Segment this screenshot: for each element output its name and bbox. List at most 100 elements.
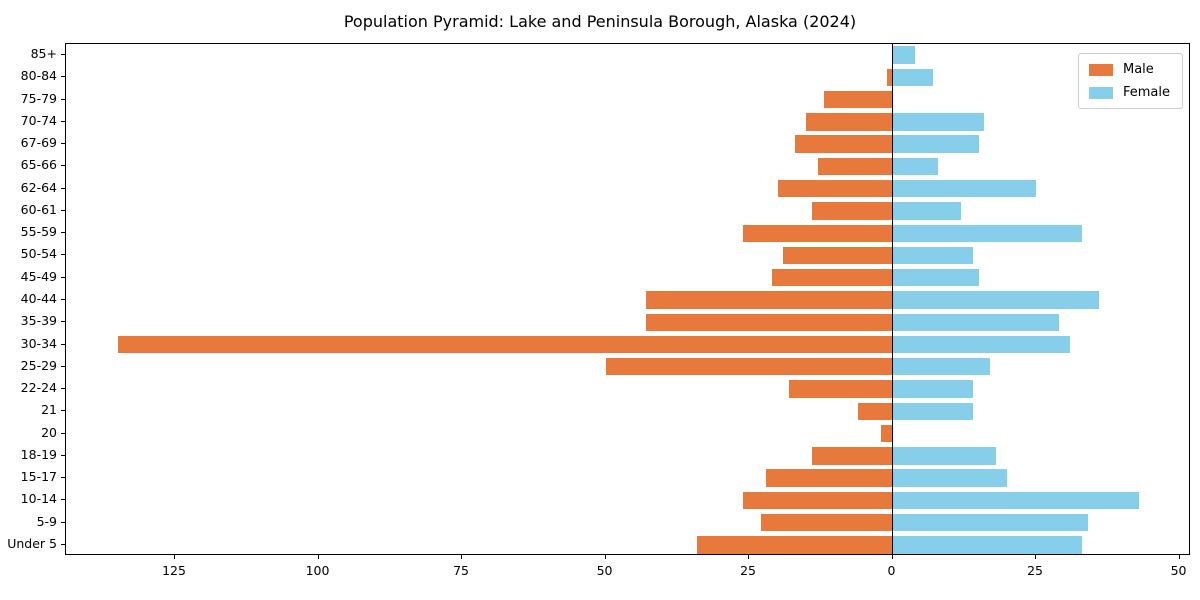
y-tick-mark: [61, 54, 65, 56]
y-tick-mark: [61, 98, 65, 100]
x-tick-label: 25: [740, 563, 756, 578]
x-tick-mark: [1035, 555, 1037, 559]
female-legend-swatch: [1088, 86, 1113, 99]
male-legend-swatch: [1088, 63, 1113, 76]
y-tick-label: 20: [41, 424, 57, 440]
female-bar: [892, 402, 973, 420]
y-tick-label: 70-74: [20, 112, 57, 128]
y-tick-mark: [61, 276, 65, 278]
y-tick-mark: [61, 187, 65, 189]
plot-area: Male Female: [65, 43, 1190, 555]
y-tick-label: 60-61: [20, 201, 57, 217]
y-tick-label: Under 5: [7, 535, 57, 551]
y-tick-label: 30-34: [20, 335, 57, 351]
y-tick-label: 67-69: [20, 135, 57, 151]
female-bar: [892, 157, 939, 176]
female-bar: [892, 269, 979, 287]
x-tick-mark: [174, 555, 176, 559]
y-tick-mark: [61, 543, 65, 545]
male-bar: [812, 447, 893, 465]
female-bar: [892, 358, 991, 376]
y-tick-label: 22-24: [20, 380, 57, 396]
x-tick-mark: [748, 555, 750, 559]
chart-title: Population Pyramid: Lake and Peninsula B…: [343, 12, 857, 31]
y-tick-label: 15-17: [20, 469, 57, 485]
x-tick-mark: [461, 555, 463, 559]
female-bar: [892, 180, 1036, 198]
x-tick-label: 50: [1170, 563, 1187, 578]
x-tick-mark: [317, 555, 319, 559]
x-tick-label: 125: [162, 563, 186, 578]
legend: Male Female: [1077, 53, 1183, 109]
male-bar: [766, 469, 893, 487]
male-bar: [771, 269, 893, 287]
legend-item-female: Female: [1088, 85, 1170, 100]
y-tick-label: 45-49: [20, 268, 57, 284]
y-tick-mark: [61, 232, 65, 234]
male-bar: [760, 513, 893, 532]
male-legend-label: Male: [1122, 62, 1154, 77]
female-bar: [892, 335, 1071, 354]
male-bar: [812, 202, 893, 220]
female-bar: [892, 313, 1059, 331]
y-tick-mark: [61, 299, 65, 300]
y-tick-label: 21: [41, 402, 57, 418]
y-tick-label: 35-39: [20, 313, 57, 329]
female-bar: [892, 513, 1088, 532]
y-tick-mark: [61, 165, 65, 167]
female-bar: [892, 246, 973, 265]
x-tick-label: 50: [596, 563, 613, 578]
zero-axis-line: [891, 44, 894, 554]
y-tick-label: 25-29: [20, 357, 57, 373]
y-tick-mark: [61, 209, 65, 211]
y-tick-mark: [61, 365, 65, 367]
y-tick-label: 75-79: [20, 90, 57, 106]
x-tick-label: 75: [453, 563, 469, 578]
female-bar: [892, 469, 1008, 487]
legend-item-male: Male: [1088, 62, 1170, 77]
male-bar: [881, 424, 893, 443]
y-tick-label: 40-44: [20, 291, 57, 306]
y-tick-mark: [61, 388, 65, 390]
y-tick-mark: [61, 343, 65, 345]
female-bar: [892, 68, 933, 87]
male-bar: [645, 291, 893, 309]
male-bar: [697, 536, 893, 554]
male-bar: [777, 180, 893, 198]
male-bar: [605, 358, 893, 376]
female-legend-label: Female: [1122, 85, 1170, 100]
x-tick-mark: [1178, 555, 1180, 559]
x-tick-mark: [604, 555, 606, 559]
y-tick-mark: [61, 120, 65, 122]
female-bar: [892, 224, 1082, 242]
y-tick-label: 65-66: [20, 157, 57, 173]
x-tick-label: 25: [1027, 563, 1043, 578]
male-bar: [886, 68, 893, 87]
y-tick-label: 10-14: [20, 491, 57, 507]
male-bar: [806, 113, 893, 131]
y-tick-mark: [61, 499, 65, 501]
y-tick-label: 18-19: [20, 446, 57, 462]
y-tick-mark: [61, 254, 65, 256]
male-bar: [743, 224, 893, 242]
male-bar: [645, 313, 893, 331]
y-tick-mark: [61, 321, 65, 323]
male-bar: [789, 380, 893, 398]
y-tick-label: 5-9: [36, 513, 57, 529]
male-bar: [783, 246, 893, 265]
y-tick-label: 62-64: [20, 179, 57, 195]
y-tick-mark: [61, 454, 65, 456]
y-tick-label: 55-59: [20, 224, 57, 240]
male-bar: [743, 491, 893, 510]
x-tick-mark: [891, 555, 893, 559]
female-bar: [892, 380, 973, 398]
male-bar: [823, 90, 893, 109]
female-bar: [892, 202, 962, 220]
y-tick-mark: [61, 477, 65, 479]
female-bar: [892, 536, 1082, 554]
female-bar: [892, 291, 1100, 309]
y-tick-mark: [61, 521, 65, 523]
female-bar: [892, 46, 916, 64]
male-bar: [858, 402, 893, 420]
